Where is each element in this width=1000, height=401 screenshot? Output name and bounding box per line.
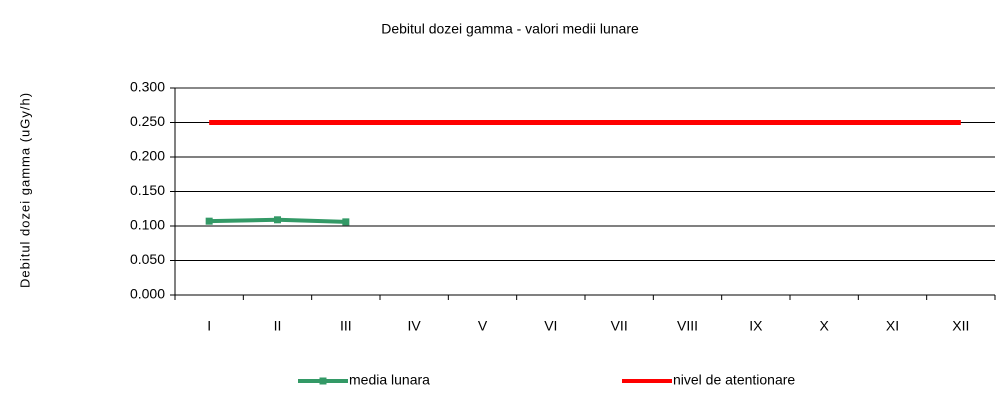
x-tick-label: III xyxy=(340,318,352,334)
y-tick-label: 0.250 xyxy=(130,113,165,129)
legend-label: media lunara xyxy=(349,372,430,388)
x-tick-label: XII xyxy=(952,318,969,334)
y-tick-label: 0.100 xyxy=(130,217,165,233)
y-tick-label: 0.150 xyxy=(130,182,165,198)
x-tick-label: I xyxy=(207,318,211,334)
x-tick-label: XI xyxy=(886,318,899,334)
legend-marker xyxy=(319,377,327,385)
y-axis-label: Debitul dozei gamma (uGy/h) xyxy=(17,92,32,288)
y-tick-label: 0.200 xyxy=(130,148,165,164)
y-tick-label: 0.000 xyxy=(130,286,165,302)
x-tick-label: IX xyxy=(749,318,763,334)
legend-label: nivel de atentionare xyxy=(673,372,795,388)
marker xyxy=(274,216,281,224)
y-tick-label: 0.050 xyxy=(130,251,165,267)
y-tick-label: 0.300 xyxy=(130,79,165,95)
x-tick-label: VI xyxy=(544,318,557,334)
x-tick-label: VIII xyxy=(677,318,698,334)
chart-title: Debitul dozei gamma - valori medii lunar… xyxy=(381,21,639,37)
x-tick-label: VII xyxy=(611,318,628,334)
marker xyxy=(342,218,350,226)
marker xyxy=(205,217,213,225)
x-tick-label: X xyxy=(819,318,829,334)
x-tick-label: II xyxy=(274,318,282,334)
x-tick-label: IV xyxy=(408,318,422,334)
x-tick-label: V xyxy=(478,318,488,334)
